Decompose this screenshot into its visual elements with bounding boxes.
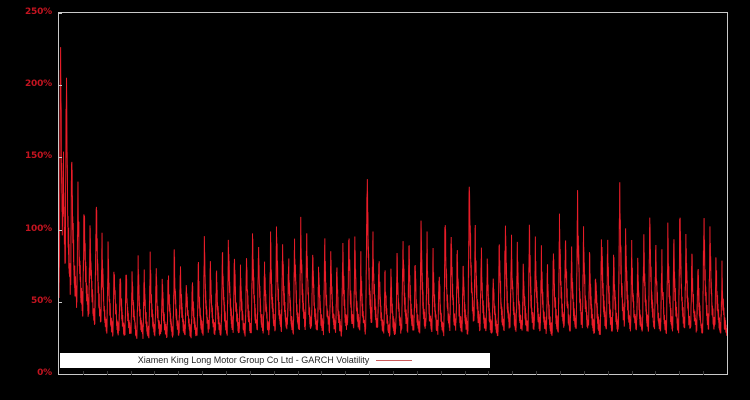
y-axis-tick-label: 150% <box>24 151 52 162</box>
x-axis-tick-mark <box>441 371 442 375</box>
x-axis-tick-mark <box>512 371 513 375</box>
x-axis-tick-mark <box>488 371 489 375</box>
y-axis: 0% 50% 100% 150% 200% 250% <box>0 0 52 400</box>
x-axis-tick-mark <box>321 371 322 375</box>
y-axis-tick-mark <box>58 85 62 86</box>
y-axis-tick-label: 0% <box>37 368 52 378</box>
x-axis-tick-mark <box>369 371 370 375</box>
x-axis-tick-mark <box>679 371 680 375</box>
y-axis-tick-label: 250% <box>24 7 52 17</box>
y-axis-tick-label: 200% <box>24 79 52 90</box>
volatility-series-line <box>59 13 727 374</box>
x-axis-tick-mark <box>632 371 633 375</box>
x-axis-tick-mark <box>202 371 203 375</box>
x-axis-tick-mark <box>465 371 466 375</box>
y-axis-tick-mark <box>58 13 62 14</box>
x-axis-tick-mark <box>298 371 299 375</box>
y-axis-tick-mark <box>58 374 62 375</box>
legend: Xiamen King Long Motor Group Co Ltd - GA… <box>60 353 490 368</box>
x-axis-tick-mark <box>536 371 537 375</box>
x-axis-tick-mark <box>154 371 155 375</box>
legend-label: Xiamen King Long Motor Group Co Ltd - GA… <box>137 355 370 365</box>
x-axis-tick-mark <box>345 371 346 375</box>
x-axis-tick-mark <box>250 371 251 375</box>
x-axis-tick-mark <box>178 371 179 375</box>
x-axis-tick-mark <box>83 371 84 375</box>
legend-line-sample-icon <box>376 360 413 361</box>
x-axis-tick-mark <box>226 371 227 375</box>
x-axis-tick-mark <box>584 371 585 375</box>
plot-area <box>58 12 728 375</box>
x-axis-tick-mark <box>560 371 561 375</box>
plot-clip <box>59 13 727 374</box>
x-axis-tick-mark <box>393 371 394 375</box>
x-axis-tick-mark <box>274 371 275 375</box>
x-axis-tick-mark <box>417 371 418 375</box>
x-axis-tick-mark <box>655 371 656 375</box>
x-axis-tick-mark <box>608 371 609 375</box>
x-axis-tick-mark <box>703 371 704 375</box>
x-axis-tick-mark <box>131 371 132 375</box>
y-axis-tick-mark <box>58 157 62 158</box>
y-axis-tick-label: 100% <box>24 223 52 234</box>
y-axis-tick-mark <box>58 230 62 231</box>
x-axis-tick-mark <box>107 371 108 375</box>
y-axis-tick-mark <box>58 302 62 303</box>
y-axis-tick-label: 50% <box>31 295 52 306</box>
